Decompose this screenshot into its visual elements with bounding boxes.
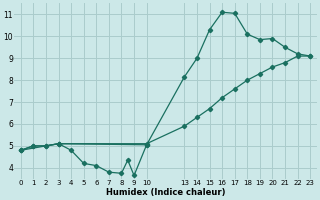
- X-axis label: Humidex (Indice chaleur): Humidex (Indice chaleur): [106, 188, 225, 197]
